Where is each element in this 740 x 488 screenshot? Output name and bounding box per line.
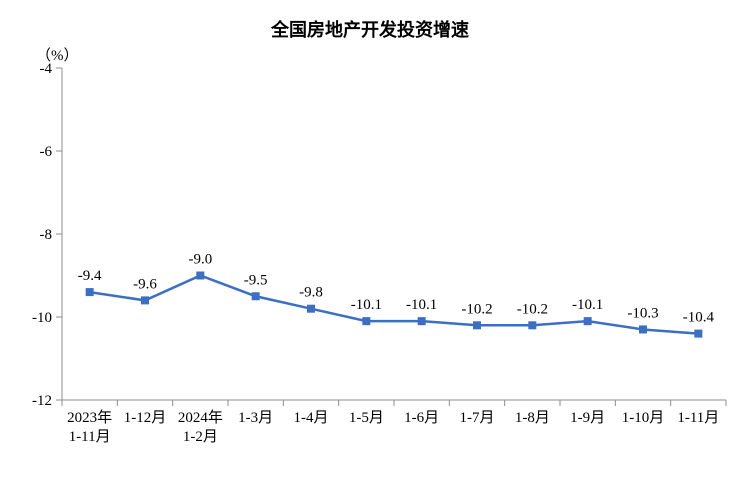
data-point-marker <box>639 325 647 334</box>
data-point-marker <box>583 317 592 326</box>
data-point-label: -9.4 <box>78 268 102 284</box>
x-tick-label: 2023年 1-11月 <box>67 409 112 445</box>
x-tick-label: 1-12月 <box>124 410 167 426</box>
data-line <box>89 274 699 335</box>
data-point-marker <box>694 329 703 338</box>
data-point-label: -10.1 <box>351 297 382 313</box>
x-tick-label: 1-7月 <box>460 410 495 426</box>
data-point-label: -9.6 <box>133 276 157 292</box>
y-tick-label: -10 <box>32 310 52 326</box>
x-tick-label: 1-9月 <box>570 410 605 426</box>
x-tick-label: 1-5月 <box>349 410 384 426</box>
data-point-marker <box>362 317 371 326</box>
x-tick-label: 1-10月 <box>622 410 665 426</box>
y-tick-label: -12 <box>32 393 52 409</box>
x-tick-label: 1-11月 <box>677 410 719 426</box>
data-point-label: -9.5 <box>244 272 268 288</box>
y-tick-label: -6 <box>40 144 53 160</box>
data-point-label: -9.0 <box>188 252 212 268</box>
data-point-marker <box>528 321 537 330</box>
data-point-marker <box>196 271 205 280</box>
data-point-label: -10.2 <box>517 301 548 317</box>
y-tick-label: -4 <box>40 61 53 77</box>
y-axis-unit-label: （%） <box>36 47 79 64</box>
data-point-label: -10.1 <box>406 297 437 313</box>
x-tick-label: 1-4月 <box>294 410 329 426</box>
y-tick-label: -8 <box>40 227 53 243</box>
data-point-marker <box>417 317 426 326</box>
data-point-label: -10.2 <box>461 301 492 317</box>
data-point-label: -10.3 <box>627 305 658 321</box>
chart-title: 全国房地产开发投资增速 <box>270 19 469 40</box>
x-tick-label: 1-6月 <box>404 410 439 426</box>
data-point-label: -10.1 <box>572 297 603 313</box>
x-tick-label: 1-8月 <box>515 410 550 426</box>
data-point-label: -9.8 <box>299 285 323 301</box>
plot-area: -4 -6 -8 -10 -12 2023年 1-11月 1-12月 2024年 1-2月 1-3月… <box>32 61 727 445</box>
data-point-marker <box>473 321 481 330</box>
data-point-label: -10.4 <box>683 310 715 326</box>
data-point-marker <box>85 288 94 297</box>
data-point-marker <box>141 296 149 305</box>
data-point-marker <box>251 292 260 301</box>
x-tick-label: 2024年 1-2月 <box>178 409 223 445</box>
x-tick-label: 1-3月 <box>238 410 273 426</box>
data-point-marker <box>307 304 315 313</box>
